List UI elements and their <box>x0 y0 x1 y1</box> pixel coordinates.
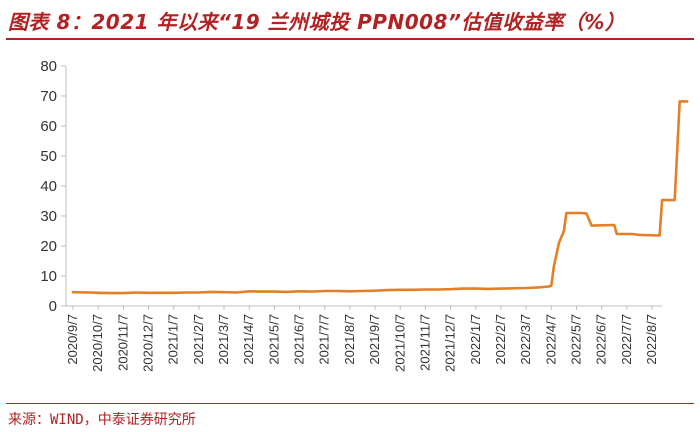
y-axis: 0 10 20 30 40 50 60 70 80 <box>40 58 67 315</box>
x-tick-label: 2021/10/7 <box>392 314 407 372</box>
x-tick-label: 2020/10/7 <box>90 314 105 372</box>
x-tick-label: 2022/6/7 <box>594 314 609 365</box>
x-tick-label: 2020/12/7 <box>141 314 156 372</box>
x-tick-label: 2021/7/7 <box>317 314 332 365</box>
series-line <box>71 100 689 295</box>
source-note: 来源：WIND，中泰证券研究所 <box>8 412 196 428</box>
x-tick-label: 2022/1/7 <box>468 314 483 365</box>
x-tick-label: 2022/7/7 <box>619 314 634 365</box>
x-tick-label: 2021/1/7 <box>166 314 181 365</box>
y-tick-label: 80 <box>40 58 57 75</box>
x-tick-label: 2021/4/7 <box>241 314 256 365</box>
x-tick-label: 2021/12/7 <box>443 314 458 372</box>
x-tick-label: 2021/3/7 <box>216 314 231 365</box>
title-divider <box>6 38 694 40</box>
chart-title: 图表 8：2021 年以来“19 兰州城投 PPN008”估值收益率（%） <box>8 10 626 34</box>
y-tick-label: 20 <box>40 238 57 255</box>
x-tick-label: 2022/2/7 <box>493 314 508 365</box>
x-tick-label: 2021/5/7 <box>266 314 281 365</box>
x-tick-label: 2021/11/7 <box>417 314 432 371</box>
y-tick-label: 50 <box>40 148 57 165</box>
x-tick-label: 2020/11/7 <box>115 314 130 371</box>
x-tick-label: 2021/9/7 <box>367 314 382 365</box>
y-tick-label: 0 <box>49 298 57 315</box>
y-tick-label: 60 <box>40 118 57 135</box>
x-tick-label: 2022/8/7 <box>644 314 659 365</box>
x-axis: 2020/9/7 2020/10/7 2020/11/7 2020/12/7 2021/… <box>65 305 662 372</box>
x-tick-label: 2022/3/7 <box>518 314 533 365</box>
y-tick-label: 40 <box>40 178 57 195</box>
x-tick-label: 2021/6/7 <box>292 314 307 365</box>
source-divider <box>6 403 694 404</box>
y-tick-label: 70 <box>40 88 57 105</box>
x-tick-label: 2021/2/7 <box>191 314 206 365</box>
x-tick-label: 2022/4/7 <box>543 314 558 365</box>
x-tick-label: 2021/8/7 <box>342 314 357 365</box>
series-group <box>71 100 689 295</box>
x-tick-label: 2020/9/7 <box>65 314 80 365</box>
y-tick-label: 10 <box>40 268 57 285</box>
y-tick-label: 30 <box>40 208 57 225</box>
x-tick-label: 2022/5/7 <box>568 314 583 365</box>
